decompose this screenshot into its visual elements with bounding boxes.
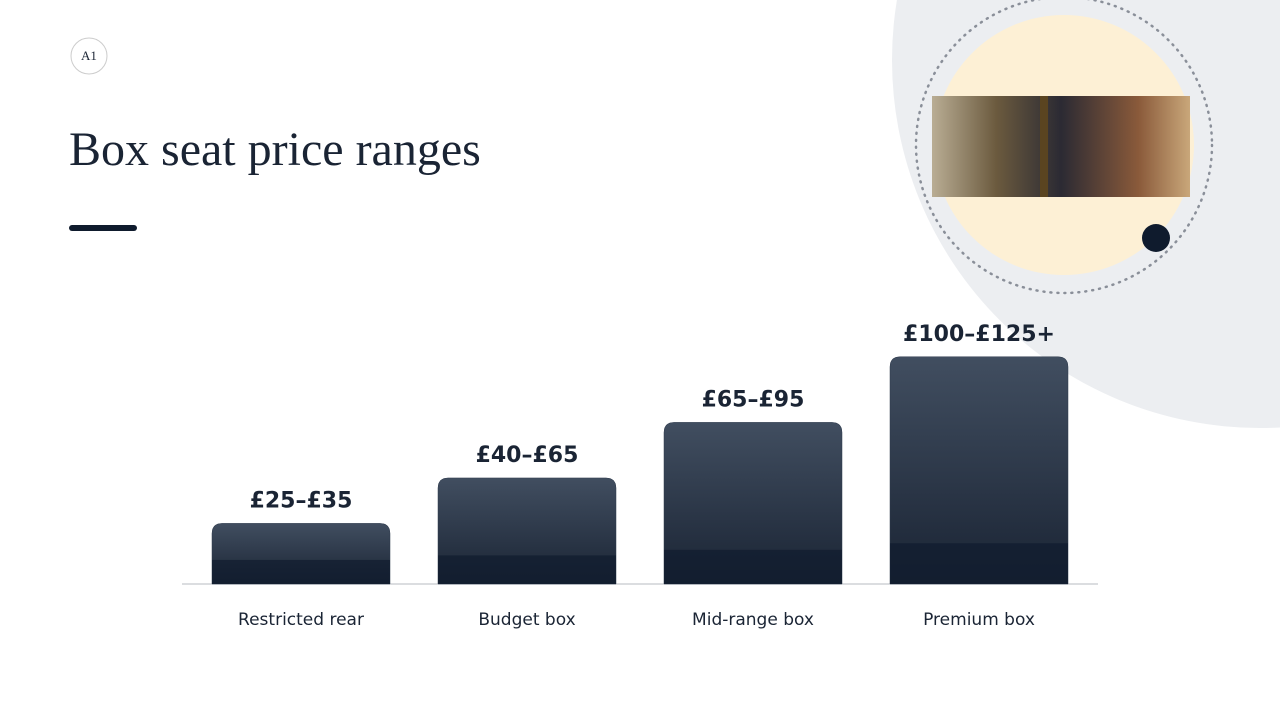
value-label: £100–£125+ — [903, 322, 1055, 347]
bar-foot — [438, 555, 616, 584]
bar-foot — [212, 559, 390, 584]
logo — [70, 37, 108, 75]
title-underline — [69, 225, 137, 231]
value-label: £40–£65 — [476, 443, 579, 468]
decor-dot — [1142, 224, 1170, 252]
bar-foot — [664, 549, 842, 584]
dotted-ring — [914, 0, 1214, 295]
value-label: £25–£35 — [250, 488, 353, 513]
image-detail — [1040, 96, 1048, 197]
theatre-image — [932, 96, 1190, 197]
value-label: £65–£95 — [702, 387, 805, 412]
x-tick-label: Restricted rear — [238, 610, 364, 630]
logo-text: A1 — [81, 48, 97, 63]
chart-title: Box seat price ranges — [69, 123, 481, 176]
bar — [889, 356, 1069, 585]
bar — [663, 422, 843, 585]
bar-foot — [890, 543, 1068, 584]
x-tick-label: Budget box — [478, 610, 575, 630]
x-tick-label: Premium box — [923, 610, 1035, 630]
x-tick-label: Mid-range box — [692, 610, 814, 630]
